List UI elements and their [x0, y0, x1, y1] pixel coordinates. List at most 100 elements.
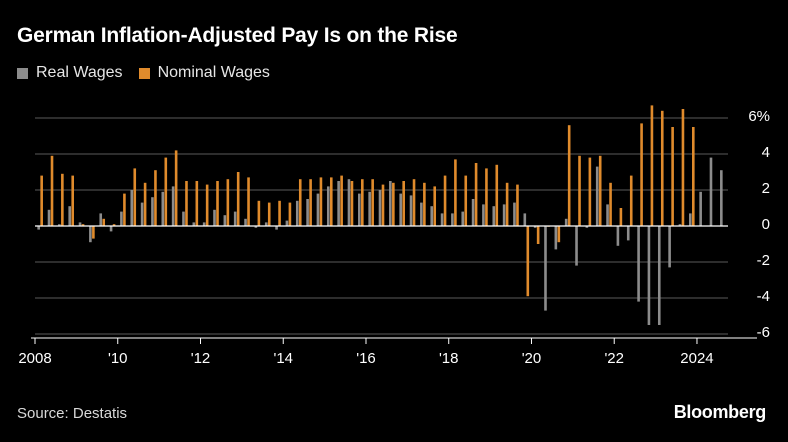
bloomberg-logo: Bloomberg — [673, 402, 767, 422]
nominal-wages-bar — [671, 127, 674, 226]
chart-svg: 6% 4 2 0 -2 -4 -6 2008 '10 '12 '14 '16 '18 '20 '22 2024 — [18, 105, 770, 367]
legend-item-nominal-wages: Nominal Wages — [138, 64, 270, 82]
legend-label-nominal-wages: Nominal Wages — [157, 64, 270, 81]
real-wages-bar — [399, 193, 402, 226]
nominal-wages-bar — [195, 181, 199, 226]
real-wages-bar — [575, 226, 578, 266]
nominal-wages-bar — [557, 226, 561, 243]
legend-swatch-real-wages — [17, 67, 28, 79]
nominal-wages-bar — [143, 182, 147, 226]
chart-title: German Inflation-Adjusted Pay Is on the … — [17, 24, 458, 47]
real-wages-bar — [140, 202, 144, 226]
nominal-wages-bar — [350, 181, 354, 226]
real-wages-bar — [192, 222, 196, 226]
real-wages-bar — [554, 226, 558, 250]
real-wages-bar — [647, 226, 651, 325]
real-wages-bar — [616, 226, 620, 246]
nominal-wages-bar — [505, 182, 509, 226]
nominal-wages-bar — [402, 181, 405, 226]
real-wages-bar — [202, 222, 206, 226]
x-tick-label: '10 — [108, 350, 128, 367]
legend-label-real-wages: Real Wages — [36, 64, 123, 81]
nominal-wages-bar — [454, 159, 457, 226]
nominal-wages-bar — [474, 163, 478, 226]
y-tick-label: -4 — [757, 288, 770, 305]
nominal-wages-bar — [536, 226, 540, 244]
nominal-wages-bar — [247, 177, 250, 226]
real-wages-bar — [213, 209, 216, 226]
nominal-wages-bar — [50, 155, 54, 226]
real-wages-bar — [275, 226, 278, 230]
nominal-wages-bar — [588, 157, 592, 226]
nominal-wages-bar — [205, 184, 209, 226]
real-wages-bar — [482, 204, 485, 226]
nominal-wages-bar — [340, 175, 343, 226]
y-tick-label: 6% — [748, 108, 770, 125]
real-wages-bar — [223, 215, 227, 226]
real-wages-bar — [244, 218, 247, 226]
nominal-wages-bar — [216, 181, 219, 226]
legend-item-real-wages: Real Wages — [17, 64, 123, 82]
real-wages-bar — [533, 226, 537, 228]
nominal-wages-bar — [361, 179, 364, 226]
x-tick-label: '14 — [273, 350, 293, 367]
nominal-wages-bar — [443, 175, 447, 226]
real-wages-bar — [492, 206, 496, 226]
real-wages-bar — [264, 222, 268, 226]
nominal-wages-bar — [495, 164, 499, 226]
real-wages-bar — [58, 224, 61, 226]
nominal-wages-bar — [236, 172, 240, 226]
bars — [37, 105, 723, 325]
legend-swatch-nominal-wages — [138, 67, 150, 79]
real-wages-bar — [626, 226, 630, 241]
nominal-wages-bar — [288, 202, 292, 226]
nominal-wages-bar — [226, 179, 230, 226]
nominal-wages-bar — [154, 170, 157, 226]
real-wages-bar — [378, 190, 382, 226]
real-wages-bar — [513, 202, 516, 226]
source-note: Source: Destatis — [17, 405, 128, 422]
real-wages-bar — [389, 181, 392, 226]
x-tick-label: '18 — [439, 350, 459, 367]
real-wages-bar — [37, 226, 40, 230]
nominal-wages-bar — [619, 208, 623, 226]
real-wages-bar — [420, 202, 423, 226]
real-wages-bar — [78, 222, 82, 226]
nominal-wages-bar — [185, 181, 188, 226]
x-tick-label: '16 — [356, 350, 376, 367]
real-wages-bar — [606, 204, 609, 226]
nominal-wages-bar — [640, 123, 643, 226]
nominal-wages-bar — [123, 193, 126, 226]
nominal-wages-bar — [412, 179, 416, 226]
real-wages-bar — [523, 213, 527, 226]
real-wages-bar — [68, 206, 72, 226]
real-wages-bar — [109, 226, 113, 232]
nominal-wages-bar — [329, 177, 333, 226]
nominal-wages-bar — [629, 175, 633, 226]
nominal-wages-bar — [691, 127, 695, 226]
nominal-wages-bar — [174, 150, 178, 226]
real-wages-bar — [595, 166, 599, 226]
real-wages-bar — [368, 191, 371, 226]
real-wages-bar — [347, 179, 351, 226]
x-tick-label: '12 — [191, 350, 211, 367]
nominal-wages-bar — [298, 179, 302, 226]
nominal-wages-bar — [309, 179, 312, 226]
nominal-wages-bar — [650, 105, 654, 226]
nominal-wages-bar — [433, 186, 437, 226]
y-tick-label: -2 — [757, 252, 770, 269]
real-wages-bar — [709, 157, 713, 226]
real-wages-bar — [637, 226, 640, 302]
nominal-wages-bar — [567, 125, 571, 226]
nominal-wages-bar — [598, 155, 602, 226]
real-wages-bar — [47, 209, 51, 226]
legend: Real Wages Nominal Wages — [17, 64, 286, 82]
nominal-wages-bar — [392, 182, 395, 226]
real-wages-bar — [657, 226, 661, 325]
nominal-wages-bar — [381, 184, 385, 226]
axes: 6% 4 2 0 -2 -4 -6 2008 '10 '12 '14 '16 '18 '20 '22 2024 — [18, 108, 770, 367]
real-wages-bar — [295, 200, 299, 226]
nominal-wages-bar — [371, 179, 374, 226]
real-wages-bar — [337, 181, 340, 226]
nominal-wages-bar — [319, 177, 323, 226]
